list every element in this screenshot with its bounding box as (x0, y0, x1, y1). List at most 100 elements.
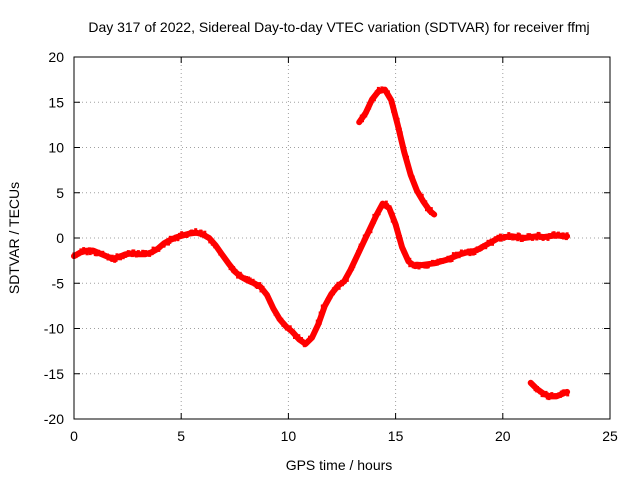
data-point (360, 243, 364, 247)
data-point (384, 200, 388, 204)
data-point (391, 212, 395, 216)
data-point (167, 242, 170, 246)
data-point (388, 94, 392, 98)
data-point (316, 322, 320, 326)
data-point (538, 391, 542, 395)
data-point (407, 166, 411, 170)
data-point (362, 113, 365, 117)
data-point (366, 110, 369, 114)
data-point (238, 271, 242, 275)
data-point (300, 337, 303, 340)
data-point (366, 230, 369, 234)
data-point (416, 192, 420, 196)
data-point (493, 236, 497, 240)
data-point (419, 263, 423, 267)
data-point (288, 327, 292, 331)
data-point (134, 254, 138, 258)
data-point (358, 245, 361, 249)
data-point (332, 292, 335, 296)
y-tick-label: -10 (44, 321, 64, 337)
data-point (399, 244, 403, 248)
data-point (121, 256, 125, 260)
data-point (396, 236, 400, 240)
data-point (196, 232, 200, 235)
data-point (217, 247, 221, 251)
data-point (374, 90, 378, 94)
data-point (398, 235, 402, 238)
data-point (538, 236, 542, 240)
data-point (218, 252, 222, 256)
data-point (371, 218, 375, 222)
data-point (418, 196, 422, 200)
data-point (315, 326, 319, 330)
data-point (145, 253, 148, 257)
data-point (74, 255, 78, 259)
data-point (459, 252, 463, 256)
data-point (144, 250, 147, 254)
data-point (409, 261, 413, 265)
data-point (511, 237, 515, 241)
data-point (523, 235, 527, 239)
data-point (126, 250, 130, 254)
data-point (531, 237, 535, 241)
data-point (194, 232, 198, 236)
data-point (318, 321, 322, 325)
data-point (394, 117, 398, 121)
series-group (71, 86, 571, 401)
data-point (226, 261, 230, 264)
data-point (557, 392, 560, 396)
data-point (266, 296, 270, 299)
data-point (128, 250, 132, 254)
data-point (530, 382, 534, 386)
data-point (270, 306, 274, 310)
data-point (402, 250, 406, 254)
data-point (250, 281, 254, 285)
data-point (408, 169, 411, 173)
data-point (372, 213, 376, 217)
data-point (348, 272, 352, 275)
data-point (119, 253, 123, 257)
data-point (391, 103, 394, 107)
data-point (85, 252, 89, 256)
data-point (396, 121, 400, 125)
data-point (356, 250, 360, 254)
data-point (498, 233, 502, 237)
y-tick-label: 5 (56, 185, 64, 201)
data-point (359, 114, 363, 118)
data-point (87, 249, 91, 253)
data-point (352, 260, 355, 264)
data-point (429, 207, 433, 211)
data-point (247, 276, 251, 280)
data-point (383, 205, 387, 209)
data-point (158, 247, 162, 250)
data-point (174, 234, 178, 238)
data-point (507, 232, 511, 236)
data-point (110, 254, 114, 258)
data-point (560, 232, 564, 236)
data-point (176, 238, 180, 242)
data-point (222, 256, 226, 260)
data-point (234, 270, 238, 274)
data-point (562, 236, 566, 240)
data-point (400, 137, 404, 141)
data-point (105, 255, 109, 258)
data-point (388, 210, 392, 214)
data-point (457, 253, 461, 257)
data-point (502, 237, 505, 241)
data-point (468, 253, 472, 257)
data-point (337, 286, 341, 290)
data-point (172, 238, 176, 242)
data-point (115, 257, 119, 261)
data-point (383, 90, 387, 93)
data-point (136, 250, 140, 254)
data-point (393, 112, 397, 116)
data-point (264, 292, 268, 296)
data-point (408, 257, 412, 261)
y-tick-label: -15 (44, 366, 64, 382)
data-point (311, 334, 315, 338)
data-point (312, 330, 316, 334)
data-point (373, 95, 377, 99)
data-point (411, 175, 415, 179)
data-point (369, 230, 373, 234)
data-point (241, 276, 245, 280)
